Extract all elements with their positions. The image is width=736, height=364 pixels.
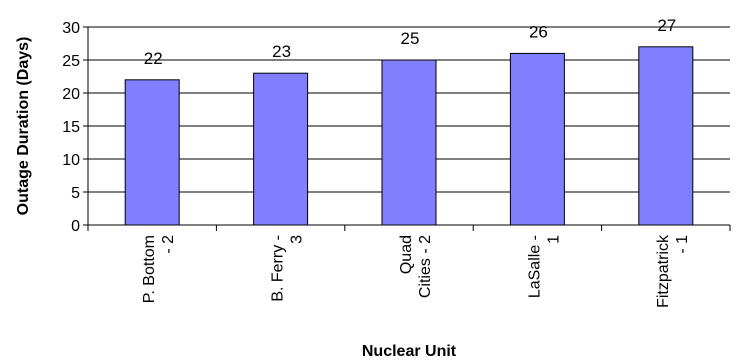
x-axis-title: Nuclear Unit [362,343,457,360]
y-axis-title: Outage Duration (Days) [15,37,32,216]
data-label: 25 [401,29,420,48]
data-label: 26 [529,22,548,41]
y-tick-label: 0 [71,218,80,235]
category-label-line: 3 [289,235,306,244]
category-labels: P. Bottom - 2 B. Ferry -3 Quad Cities - 2 LaS… [141,234,691,308]
category-label: P. Bottom - 2 [141,235,177,303]
category-label-line: LaSalle - [526,235,543,298]
bars [124,46,694,226]
y-tick-label: 5 [71,185,80,202]
category-label-line: P. Bottom [141,235,158,303]
category-label-line: B. Ferry - [270,235,287,302]
category-label: Quad Cities - 2 [398,235,434,298]
data-label: 23 [272,42,291,61]
category-label-line: Cities - 2 [417,235,434,298]
bar [124,79,180,226]
category-label-line: Fitzpatrick [655,234,672,308]
bar [638,46,694,226]
category-label: Fitzpatrick - 1 [655,234,691,308]
bar [253,72,309,226]
category-label: B. Ferry -3 [270,235,306,302]
category-label: LaSalle -1 [526,235,562,298]
data-labels: 22 23 25 26 27 [144,16,677,68]
y-tick-label: 20 [62,86,80,103]
y-tick-labels: 0 5 10 15 20 25 30 [62,20,88,235]
y-tick-label: 30 [62,20,80,37]
data-label: 22 [144,49,163,68]
data-label: 27 [657,16,676,35]
bar [381,59,437,226]
category-label-line: - 2 [160,235,177,254]
bar [509,52,565,226]
category-label-line: Quad [398,235,415,274]
category-label-line: 1 [545,235,562,244]
category-label-line: - 1 [674,235,691,254]
y-tick-label: 10 [62,152,80,169]
y-tick-label: 15 [62,119,80,136]
x-tick-marks [87,225,731,231]
y-tick-label: 25 [62,53,80,70]
